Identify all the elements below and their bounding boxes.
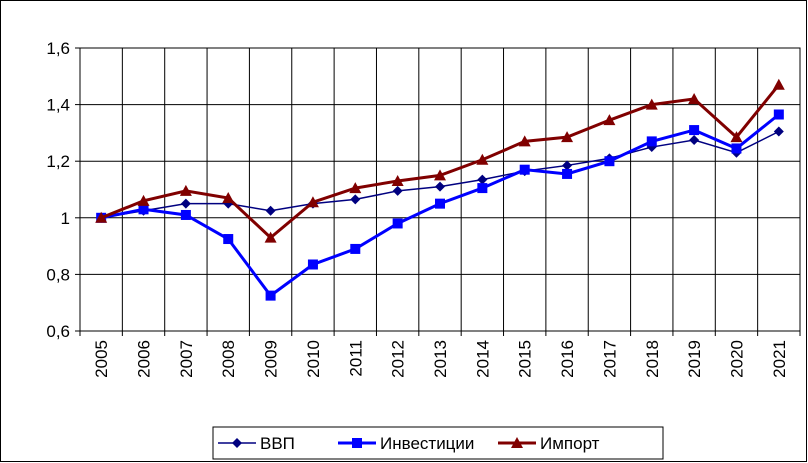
marker [646, 136, 657, 147]
x-tick-label: 2017 [600, 340, 619, 378]
marker [264, 231, 277, 243]
marker [265, 205, 276, 216]
x-tick-label: 2010 [304, 340, 323, 378]
x-tick-label: 2016 [558, 340, 577, 378]
x-tick-label: 2015 [516, 340, 535, 378]
marker [511, 437, 523, 448]
x-tick-label: 2019 [685, 340, 704, 378]
marker [180, 198, 191, 209]
marker [773, 126, 784, 137]
marker [350, 194, 361, 205]
marker [306, 196, 319, 208]
y-tick-label: 0,8 [46, 265, 70, 284]
x-tick-label: 2020 [727, 340, 746, 378]
marker [435, 198, 445, 209]
x-tick-label: 2018 [643, 340, 662, 378]
x-tick-label: 2008 [219, 340, 238, 378]
marker [689, 125, 700, 136]
marker [232, 438, 242, 448]
marker [730, 131, 743, 143]
marker [265, 290, 276, 301]
marker [95, 211, 108, 223]
y-tick-label: 1,4 [46, 96, 70, 115]
legend-label: ВВП [260, 434, 295, 453]
marker [477, 174, 488, 185]
marker [392, 185, 403, 196]
marker [307, 259, 318, 270]
marker [352, 438, 362, 448]
legend-box [212, 426, 664, 460]
x-tick-label: 2009 [262, 340, 281, 378]
marker [392, 218, 403, 229]
x-tick-label: 2012 [389, 340, 408, 378]
legend-label: Импорт [540, 434, 600, 453]
marker [688, 92, 701, 104]
marker [349, 182, 362, 194]
legend: ВВП Инвестиции Импорт [212, 426, 664, 460]
marker [350, 243, 361, 254]
marker [137, 194, 150, 206]
marker [391, 175, 404, 187]
marker [604, 156, 615, 167]
x-tick-label: 2014 [473, 340, 492, 378]
x-tick-label: 2007 [177, 340, 196, 378]
x-tick-label: 2005 [92, 340, 111, 378]
x-tick-label: 2011 [346, 340, 365, 377]
y-tick-label: 1,2 [46, 152, 70, 171]
marker [179, 184, 192, 196]
marker [562, 168, 573, 179]
marker [603, 114, 616, 126]
marker [180, 209, 191, 220]
x-tick-label: 2006 [135, 340, 154, 378]
marker [434, 169, 446, 181]
marker [223, 234, 234, 245]
x-tick-label: 2021 [770, 340, 789, 378]
marker [138, 204, 149, 215]
marker [518, 135, 531, 147]
x-tick-label: 2013 [431, 340, 450, 378]
marker [689, 134, 700, 145]
y-tick-label: 1 [61, 209, 70, 228]
marker [773, 109, 784, 120]
marker [476, 153, 489, 165]
y-tick-label: 1,6 [46, 39, 70, 58]
plot-border [79, 47, 801, 332]
marker [222, 191, 235, 203]
marker [435, 181, 445, 192]
y-tick-label: 0,6 [46, 322, 70, 341]
marker [519, 164, 530, 175]
marker [731, 143, 742, 154]
legend-label: Инвестиции [380, 434, 474, 453]
marker [561, 131, 574, 143]
marker [772, 78, 785, 90]
marker [562, 160, 573, 171]
marker [477, 183, 488, 194]
marker [645, 98, 658, 110]
